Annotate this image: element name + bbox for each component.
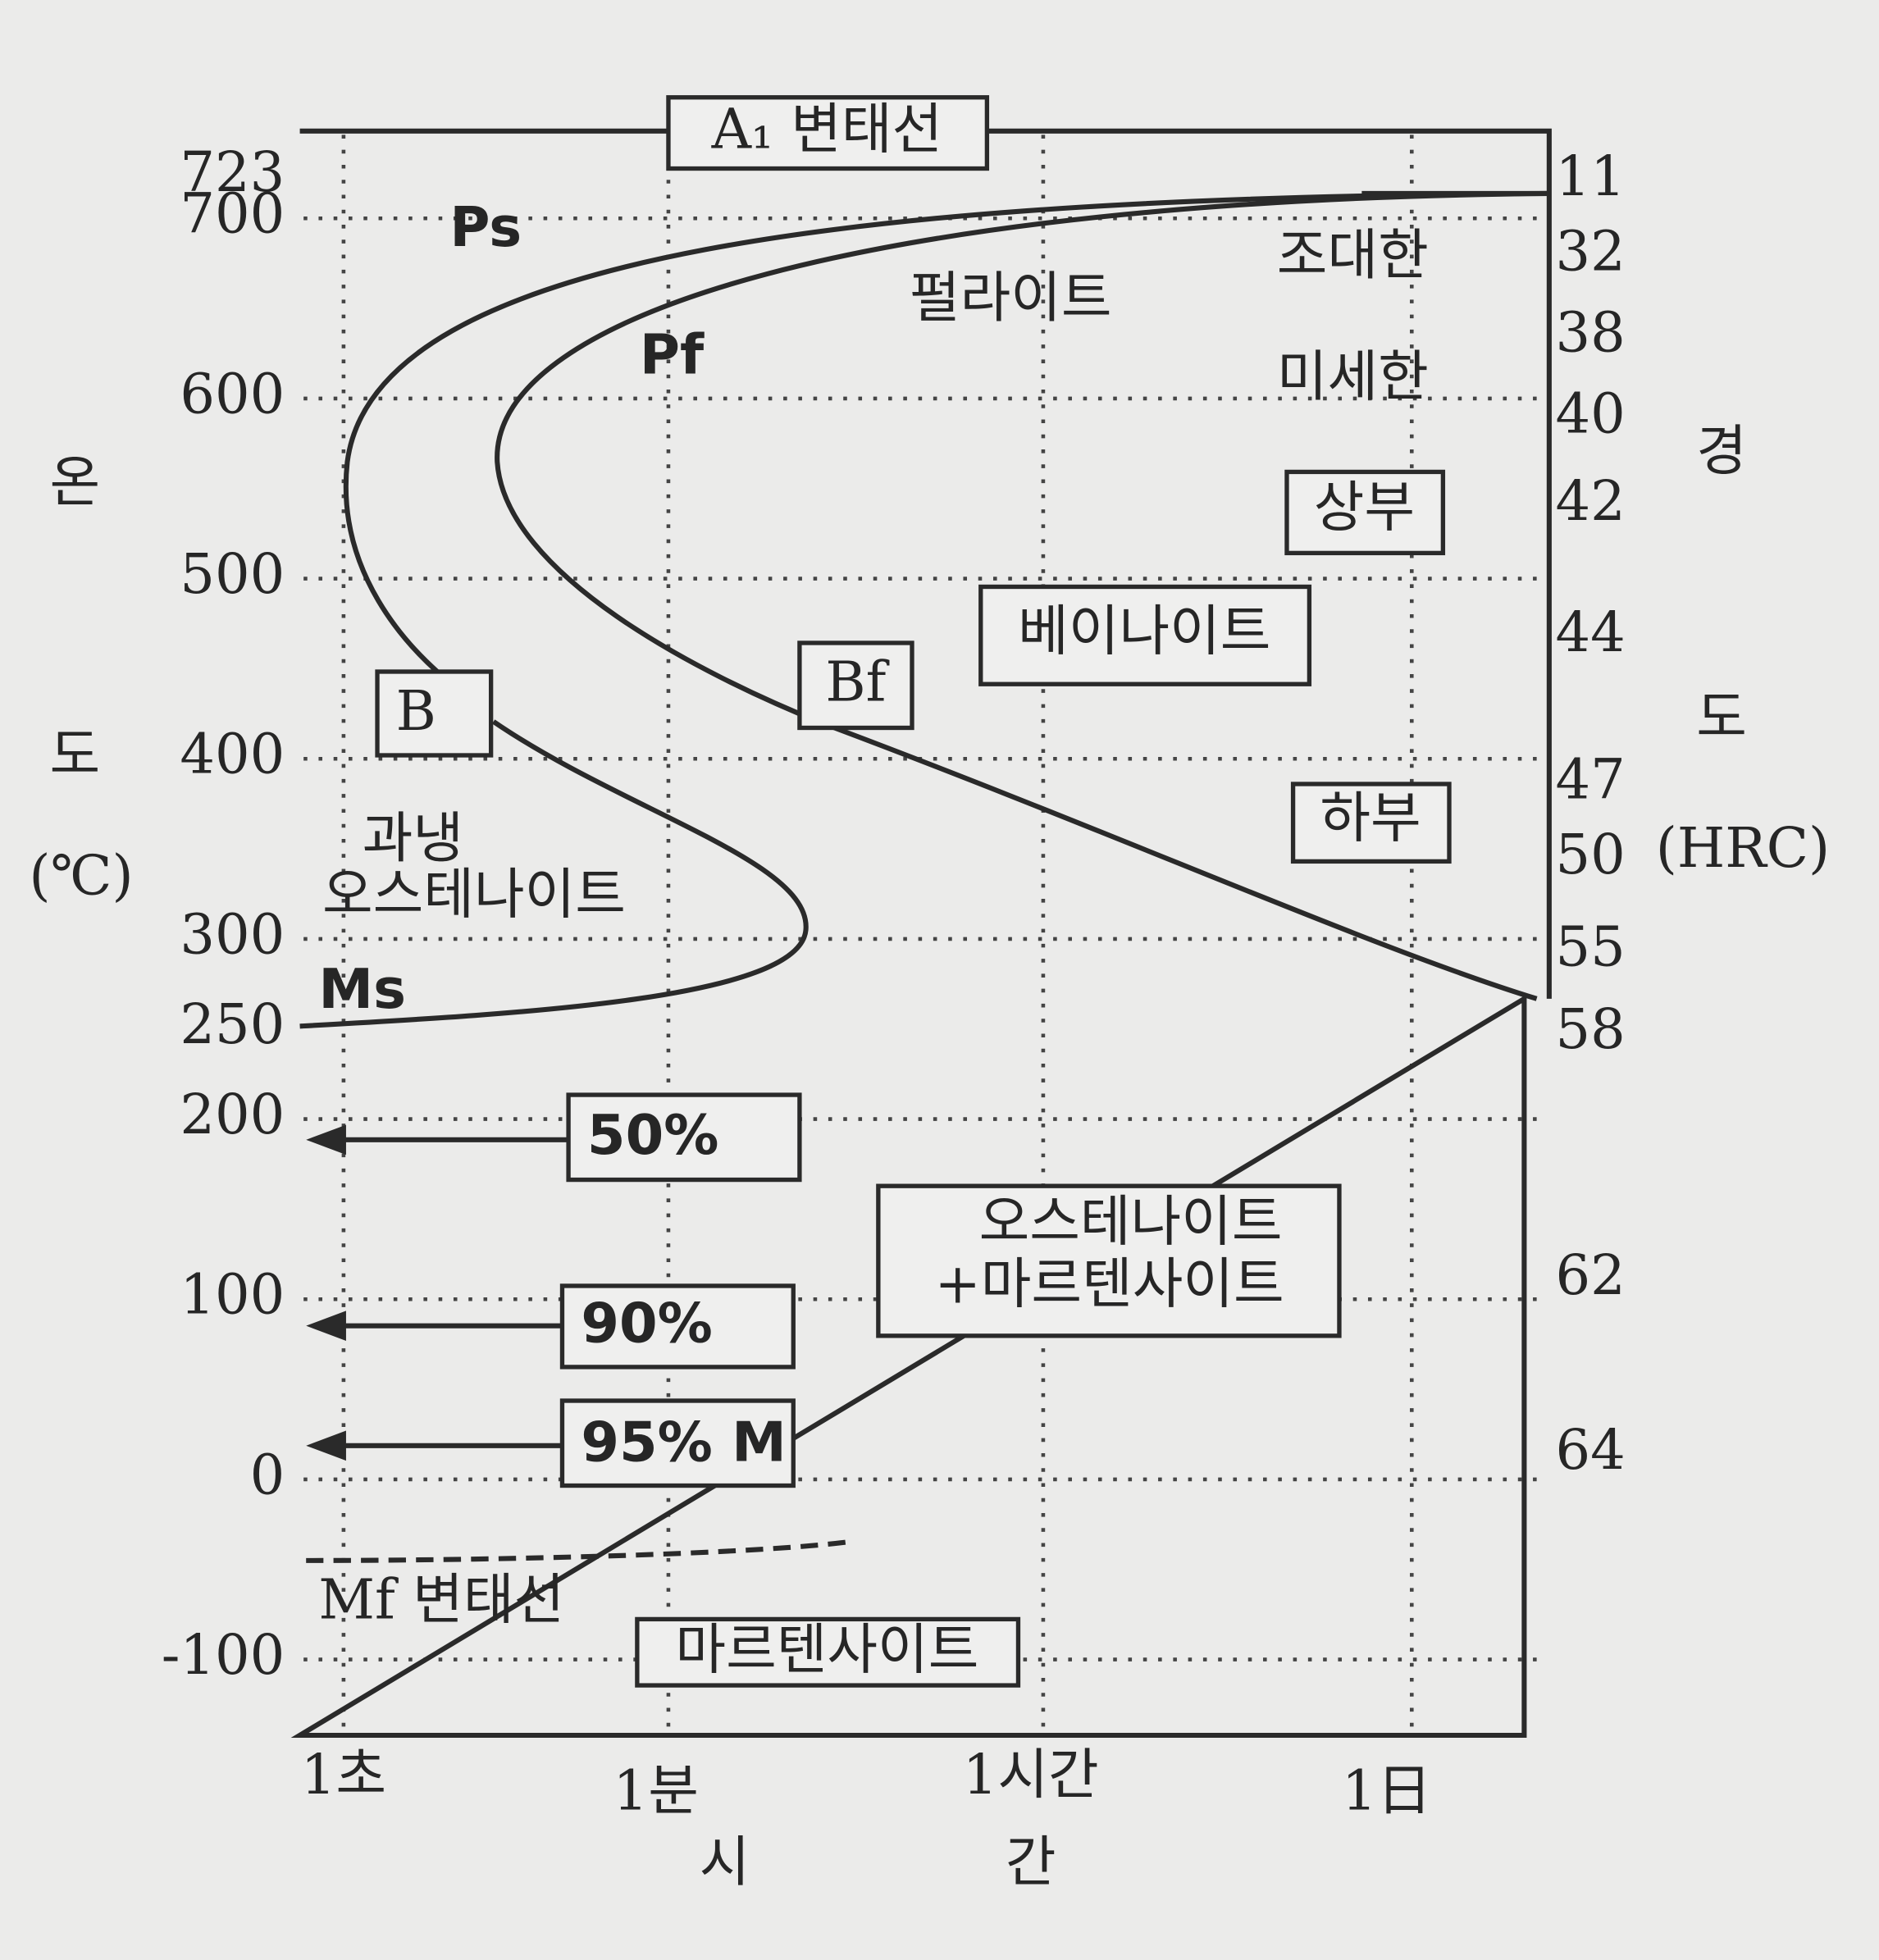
y2-title: 경 <box>1696 419 1747 483</box>
y-tick-label: 500 <box>180 542 285 606</box>
coarse-label: 조대한 <box>1277 223 1429 287</box>
y-title: 온 <box>50 450 101 514</box>
hardness-label: 38 <box>1555 301 1625 365</box>
hardness-label: 32 <box>1555 220 1625 284</box>
mf-line <box>306 1539 851 1563</box>
y-tick-label: 400 <box>180 722 285 786</box>
hardness-label: 44 <box>1555 600 1625 664</box>
x-title: 간 <box>1006 1830 1056 1894</box>
pearlite-label: 펄라이트 <box>910 266 1112 330</box>
martensite-label: 마르텐사이트 <box>675 1618 978 1682</box>
x-tick-label: 1분 <box>613 1759 699 1823</box>
a1-label: A₁ 변태선 <box>711 97 943 161</box>
x-tick-label: 1시간 <box>963 1743 1099 1807</box>
ps-label: Ps <box>449 195 522 259</box>
y-tick-label: 250 <box>180 992 285 1056</box>
y-tick-label: -100 <box>162 1623 285 1687</box>
b-label: B <box>396 679 436 743</box>
lower-label: 하부 <box>1320 786 1421 850</box>
start-curve <box>299 190 1549 1029</box>
mix-label: +마르텐사이트 <box>935 1252 1284 1316</box>
y2-title: 도 <box>1696 685 1747 749</box>
y-tick-label: 723 <box>180 140 285 204</box>
x-tick-label: 1초 <box>301 1743 386 1807</box>
mix-label: 오스테나이트 <box>979 1189 1283 1253</box>
hardness-label: 11 <box>1555 144 1625 208</box>
pct-label: 90% <box>581 1292 712 1356</box>
pct-label: 95% M <box>581 1410 786 1474</box>
y-tick-label: 300 <box>180 902 285 966</box>
x-title: 시 <box>700 1830 750 1894</box>
mf-label: Mf 변태선 <box>318 1568 564 1632</box>
bf-label: Bf <box>825 650 889 714</box>
label-boxes <box>375 95 1452 1688</box>
pct-label: 50% <box>587 1103 718 1167</box>
y-tick-label: 0 <box>250 1443 285 1506</box>
y-tick-label: 600 <box>180 362 285 426</box>
upper-label: 상부 <box>1314 476 1415 540</box>
y-tick-label: 700 <box>180 182 285 246</box>
hardness-label: 50 <box>1555 823 1625 887</box>
ms-label: Ms <box>318 957 406 1021</box>
x-tick-label: 1日 <box>1342 1759 1432 1823</box>
hardness-label: 42 <box>1555 469 1625 533</box>
y-tick-label: 100 <box>180 1263 285 1327</box>
hardness-label: 58 <box>1555 997 1625 1061</box>
fine-label: 미세한 <box>1277 344 1429 408</box>
hardness-label: 62 <box>1555 1243 1625 1307</box>
y-title: (℃) <box>29 844 133 908</box>
hardness-label: 55 <box>1555 915 1625 979</box>
supercooled-label: 과냉 <box>363 806 463 870</box>
pf-label: Pf <box>640 322 705 386</box>
austenite-label: 오스테나이트 <box>322 863 626 927</box>
y-tick-label: 200 <box>180 1083 285 1146</box>
y2-title: (HRC) <box>1656 816 1830 880</box>
finish-curve <box>495 190 1549 1001</box>
bainite-label: 베이나이트 <box>1018 599 1270 663</box>
hardness-label: 64 <box>1555 1418 1625 1482</box>
arrows <box>306 1124 569 1461</box>
hardness-label: 47 <box>1555 748 1625 812</box>
y-title: 도 <box>50 722 101 786</box>
hardness-label: 40 <box>1555 381 1625 445</box>
